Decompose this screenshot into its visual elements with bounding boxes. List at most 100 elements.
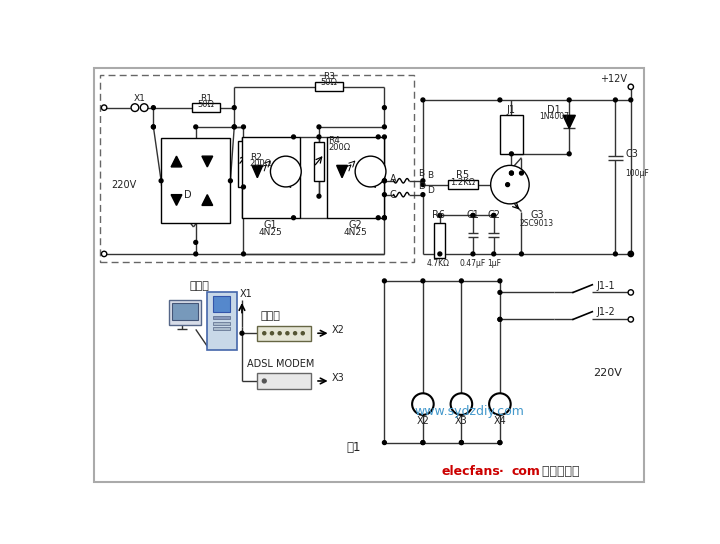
Circle shape: [233, 125, 236, 129]
Circle shape: [498, 318, 502, 322]
Bar: [327, 137, 384, 218]
Text: X1: X1: [134, 94, 145, 103]
Bar: [213, 316, 230, 319]
Bar: [242, 137, 300, 218]
Bar: [434, 223, 445, 258]
Text: J1-2: J1-2: [596, 307, 615, 317]
Text: 路由器: 路由器: [261, 311, 280, 320]
Circle shape: [490, 165, 529, 204]
Text: B: B: [428, 171, 433, 180]
Circle shape: [629, 252, 633, 256]
Circle shape: [489, 393, 510, 415]
Bar: [207, 293, 237, 350]
Circle shape: [317, 135, 321, 139]
Text: 100μF: 100μF: [626, 169, 649, 177]
Text: ·: ·: [498, 465, 503, 478]
Circle shape: [459, 279, 464, 283]
Circle shape: [382, 216, 387, 220]
Bar: [168, 300, 201, 325]
Bar: [500, 115, 523, 154]
Circle shape: [278, 332, 282, 335]
Circle shape: [292, 216, 295, 220]
Circle shape: [263, 332, 266, 335]
Text: X3: X3: [332, 373, 345, 383]
Text: 50Ω: 50Ω: [320, 78, 338, 88]
Text: X3: X3: [455, 416, 468, 426]
Circle shape: [382, 179, 387, 183]
Text: J1-1: J1-1: [596, 281, 615, 291]
Text: D1: D1: [547, 105, 561, 115]
Circle shape: [140, 104, 148, 112]
Circle shape: [228, 179, 233, 183]
Circle shape: [262, 379, 266, 383]
Circle shape: [242, 252, 246, 256]
Text: R6: R6: [432, 211, 445, 220]
Bar: [448, 180, 478, 189]
Polygon shape: [202, 156, 212, 167]
Bar: [238, 141, 249, 187]
Circle shape: [412, 393, 433, 415]
Circle shape: [498, 441, 502, 444]
Text: R1: R1: [199, 94, 212, 103]
Circle shape: [520, 252, 523, 256]
Bar: [313, 143, 324, 181]
Circle shape: [382, 279, 387, 283]
Circle shape: [382, 135, 387, 139]
Text: www.sydzdiy.com: www.sydzdiy.com: [414, 405, 524, 418]
Circle shape: [382, 125, 387, 129]
Text: G3: G3: [531, 211, 544, 220]
Circle shape: [498, 279, 502, 283]
Circle shape: [628, 317, 634, 322]
Circle shape: [377, 135, 380, 139]
Circle shape: [382, 216, 387, 220]
Text: 1μF: 1μF: [487, 259, 500, 268]
Text: elecfans: elecfans: [441, 465, 500, 478]
Circle shape: [438, 213, 442, 218]
Circle shape: [421, 98, 425, 102]
Text: R2: R2: [250, 153, 261, 162]
Circle shape: [271, 156, 301, 187]
Circle shape: [382, 441, 387, 444]
Circle shape: [628, 251, 634, 257]
Text: C2: C2: [487, 211, 500, 220]
Text: G2: G2: [348, 220, 362, 231]
Text: 50Ω: 50Ω: [197, 100, 214, 109]
Circle shape: [102, 251, 107, 257]
Polygon shape: [337, 165, 348, 178]
Circle shape: [194, 240, 198, 244]
Text: 2SC9013: 2SC9013: [519, 219, 553, 228]
Circle shape: [471, 213, 475, 218]
Text: D: D: [184, 190, 192, 200]
Text: C: C: [390, 190, 397, 200]
Bar: [161, 138, 230, 223]
Text: X2: X2: [416, 416, 429, 426]
Text: R5: R5: [456, 170, 469, 181]
Text: X1: X1: [240, 289, 252, 299]
Circle shape: [421, 441, 425, 444]
Text: A: A: [390, 174, 397, 184]
Bar: [213, 327, 230, 330]
Circle shape: [194, 252, 198, 256]
Circle shape: [131, 104, 139, 112]
Circle shape: [151, 125, 156, 129]
Text: 计算机: 计算机: [189, 281, 210, 291]
Text: ADSL MODEM: ADSL MODEM: [247, 359, 314, 369]
Circle shape: [628, 290, 634, 295]
Text: 4.7KΩ: 4.7KΩ: [427, 259, 450, 268]
Circle shape: [421, 441, 425, 444]
Circle shape: [498, 441, 502, 444]
Circle shape: [628, 84, 634, 90]
Text: com: com: [511, 465, 540, 478]
Circle shape: [510, 171, 513, 175]
Text: R4: R4: [328, 136, 340, 145]
Circle shape: [377, 216, 380, 220]
Circle shape: [382, 179, 387, 183]
Circle shape: [498, 98, 502, 102]
Polygon shape: [252, 165, 263, 178]
Circle shape: [292, 135, 295, 139]
Text: 1.2KΩ: 1.2KΩ: [451, 178, 475, 187]
Circle shape: [567, 152, 571, 156]
Polygon shape: [171, 156, 182, 167]
Circle shape: [242, 185, 246, 189]
Circle shape: [233, 106, 236, 109]
